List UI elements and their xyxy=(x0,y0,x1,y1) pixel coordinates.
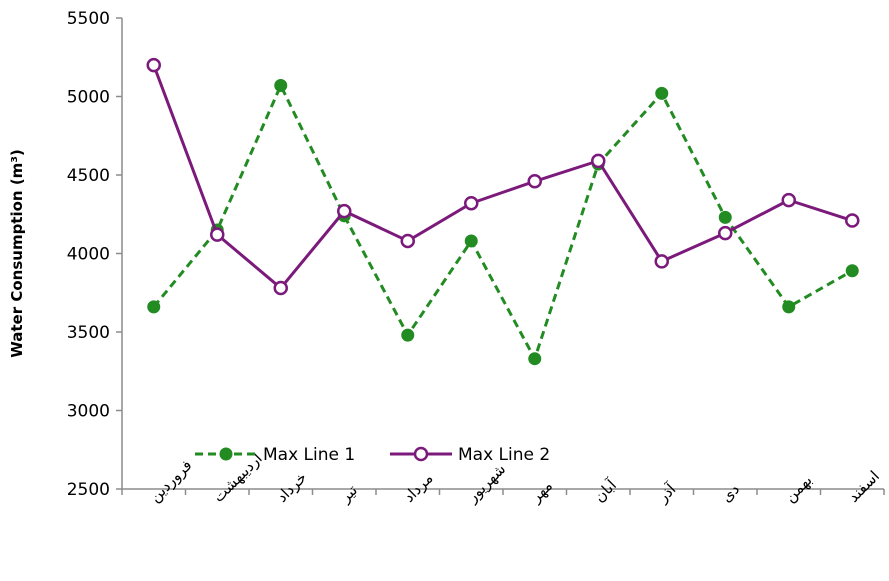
y-tick-label: 3500 xyxy=(67,323,110,343)
data-point xyxy=(718,225,733,241)
y-axis-label: Water Consumption (m³) xyxy=(8,149,26,358)
data-point xyxy=(401,328,415,342)
series-2 xyxy=(146,57,860,296)
data-point xyxy=(527,174,542,189)
x-tick-label: آذر xyxy=(653,480,680,507)
data-point xyxy=(591,153,606,169)
data-point xyxy=(464,234,478,248)
series-layer xyxy=(146,57,860,366)
x-tick-label: فروردین xyxy=(146,456,196,506)
x-tick-label: اسفند xyxy=(844,467,883,506)
data-point xyxy=(528,352,542,366)
x-tick-label: مرداد xyxy=(400,469,437,506)
data-point xyxy=(464,196,479,211)
y-tick-label: 4500 xyxy=(67,166,110,186)
x-tick-label: تیر xyxy=(336,481,361,506)
data-point xyxy=(147,300,161,314)
legend: Max Line 1 Max Line 2 xyxy=(195,445,550,465)
legend-marker xyxy=(219,447,233,461)
legend-item: Max Line 2 xyxy=(390,445,550,465)
y-axis: 2500 3000 3500 4000 4500 5000 5500 xyxy=(67,9,123,500)
y-tick-label: 5000 xyxy=(67,88,110,108)
series-1 xyxy=(147,79,859,366)
data-point xyxy=(782,300,796,314)
x-tick-label: اردیبهشت xyxy=(209,449,265,505)
y-tick-label: 3000 xyxy=(67,402,110,422)
data-point xyxy=(781,192,796,208)
data-point xyxy=(654,254,669,269)
series-line xyxy=(152,84,853,361)
y-tick-label: 4000 xyxy=(67,245,110,265)
legend-item: Max Line 1 xyxy=(195,445,355,465)
data-point xyxy=(845,213,860,228)
data-point xyxy=(845,264,859,278)
series-line xyxy=(152,64,853,290)
x-tick-label: شهریور xyxy=(463,460,510,507)
data-point xyxy=(210,227,225,242)
x-tick-label: مهر xyxy=(526,477,556,507)
data-point xyxy=(273,280,288,296)
data-point xyxy=(274,79,288,93)
legend-marker xyxy=(413,446,429,462)
y-tick-label: 2500 xyxy=(67,480,110,500)
data-point xyxy=(337,203,352,219)
data-point xyxy=(655,86,669,100)
x-tick-label: دی xyxy=(717,480,743,506)
y-tick-label: 5500 xyxy=(67,9,110,29)
x-tick-label: آبان xyxy=(590,476,620,506)
data-point xyxy=(718,210,732,224)
data-point xyxy=(146,57,161,73)
legend-label: Max Line 2 xyxy=(458,445,550,465)
x-tick-label: بهمن xyxy=(781,471,816,506)
data-point xyxy=(400,233,415,249)
legend-label: Max Line 1 xyxy=(263,445,355,465)
x-tick-label: خرداد xyxy=(273,468,311,506)
